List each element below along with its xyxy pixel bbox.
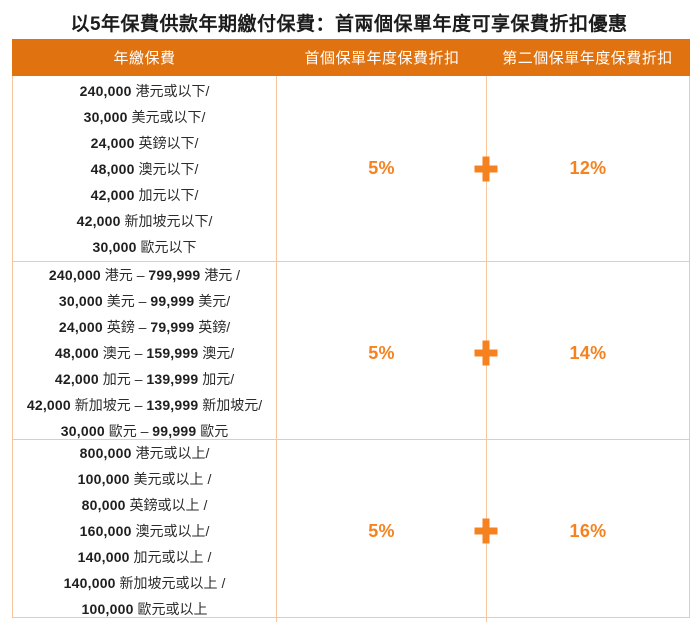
first-year-discount-value: 5% bbox=[368, 342, 395, 363]
second-year-discount-cell: 16% bbox=[487, 440, 689, 622]
table-body: 240,000 港元或以下/30,000 美元或以下/24,000 英鎊以下/4… bbox=[13, 76, 689, 622]
plus-icon-vertical-bar bbox=[482, 156, 490, 181]
premium-tier-line: 24,000 英鎊 – 79,999 英鎊/ bbox=[58, 319, 231, 335]
premium-tier-line: 30,000 美元或以下/ bbox=[83, 108, 206, 125]
table-row: 240,000 港元 – 799,999 港元 / 30,000 美元 – 99,… bbox=[13, 262, 689, 444]
first-year-discount-value: 5% bbox=[368, 520, 395, 541]
premium-tier-line: 42,000 加元以下/ bbox=[90, 186, 199, 203]
second-year-discount-value: 16% bbox=[569, 520, 607, 541]
first-year-discount-cell: 5% bbox=[277, 262, 498, 444]
first-year-discount-value: 5% bbox=[368, 158, 395, 178]
premium-tier-line: 140,000 加元或以上 / bbox=[77, 549, 212, 565]
premium-tier-cell: 240,000 港元或以下/30,000 美元或以下/24,000 英鎊以下/4… bbox=[13, 76, 277, 261]
premium-discount-table: 年繳保費 首個保單年度保費折扣 第二個保單年度保費折扣 240,000 港元或以… bbox=[12, 39, 690, 622]
premium-tier-line: 42,000 新加坡元以下/ bbox=[76, 212, 213, 229]
table-header-row: 年繳保費 首個保單年度保費折扣 第二個保單年度保費折扣 bbox=[12, 39, 690, 76]
table-row: 800,000 港元或以上/100,000 美元或以上 / 80,000 英鎊或以… bbox=[13, 440, 689, 622]
premium-tier-line: 30,000 歐元 – 99,999 歐元 bbox=[60, 423, 229, 439]
page-title: 以5年保費供款年期繳付保費：首兩個保單年度可享保費折扣優惠 bbox=[70, 14, 628, 35]
premium-tier-line: 42,000 加元 – 139,999 加元/ bbox=[54, 371, 235, 387]
first-year-discount-cell: 5% bbox=[277, 440, 498, 622]
premium-tier-line: 30,000 歐元以下 bbox=[92, 238, 197, 255]
second-year-discount-value: 14% bbox=[569, 342, 607, 363]
premium-tier-line: 240,000 港元 – 799,999 港元 / bbox=[48, 267, 241, 283]
premium-tier-line: 800,000 港元或以上/ bbox=[79, 445, 210, 461]
premium-tier-cell: 800,000 港元或以上/100,000 美元或以上 / 80,000 英鎊或以… bbox=[13, 440, 277, 622]
plus-icon bbox=[474, 156, 498, 181]
column-header-annual-premium: 年繳保費 bbox=[113, 50, 176, 67]
plus-icon bbox=[474, 340, 498, 366]
plus-icon-vertical-bar bbox=[482, 340, 490, 366]
column-header-first-year-discount: 首個保單年度保費折扣 bbox=[304, 50, 460, 67]
first-year-discount-cell: 5% bbox=[277, 76, 498, 261]
premium-tier-line: 100,000 美元或以上 / bbox=[77, 471, 212, 487]
column-header-second-year-discount: 第二個保單年度保費折扣 bbox=[502, 50, 673, 67]
second-year-discount-value: 12% bbox=[569, 158, 607, 178]
plus-icon bbox=[474, 518, 498, 544]
second-year-discount-cell: 14% bbox=[487, 262, 689, 444]
premium-tier-line: 240,000 港元或以下/ bbox=[79, 82, 210, 99]
premium-tier-line: 42,000 新加坡元 – 139,999 新加坡元/ bbox=[26, 397, 263, 413]
premium-tier-line: 24,000 英鎊以下/ bbox=[90, 134, 199, 151]
premium-tier-line: 48,000 澳元 – 159,999 澳元/ bbox=[54, 345, 235, 361]
premium-tier-line: 80,000 英鎊或以上 / bbox=[81, 497, 208, 513]
second-year-discount-cell: 12% bbox=[487, 76, 689, 261]
premium-tier-cell: 240,000 港元 – 799,999 港元 / 30,000 美元 – 99,… bbox=[13, 262, 277, 444]
premium-tier-line: 100,000 歐元或以上 bbox=[81, 601, 208, 617]
table-row: 240,000 港元或以下/30,000 美元或以下/24,000 英鎊以下/4… bbox=[13, 76, 689, 262]
premium-tier-line: 48,000 澳元以下/ bbox=[90, 160, 199, 177]
premium-tier-line: 140,000 新加坡元或以上 / bbox=[63, 575, 226, 591]
plus-icon-vertical-bar bbox=[482, 518, 490, 544]
premium-tier-line: 160,000 澳元或以上/ bbox=[79, 523, 210, 539]
premium-tier-line: 30,000 美元 – 99,999 美元/ bbox=[58, 293, 231, 309]
